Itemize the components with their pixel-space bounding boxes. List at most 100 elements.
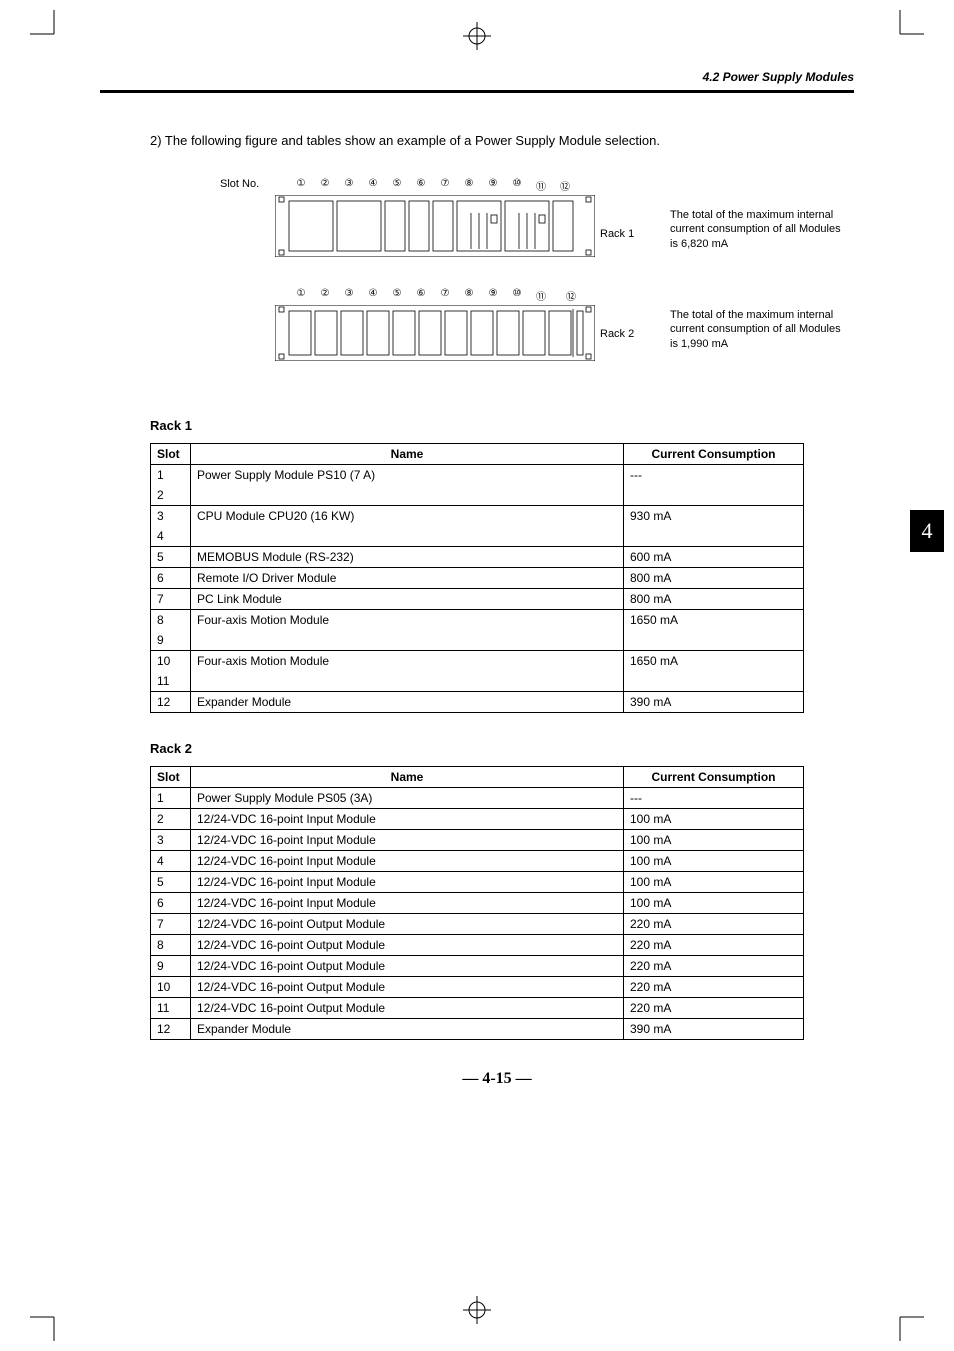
rack1-diagram: ① ② ③ ④ ⑤ ⑥ ⑦ ⑧ ⑨ ⑩ ⑪ ⑫ — [275, 178, 595, 257]
rack2-diagram: ① ② ③ ④ ⑤ ⑥ ⑦ ⑧ ⑨ ⑩ ⑪ ⑫ — [275, 288, 595, 361]
cell-name: 12/24-VDC 16-point Output Module — [191, 914, 624, 935]
table-row: 1012/24-VDC 16-point Output Module220 mA — [151, 977, 804, 998]
table-row: 212/24-VDC 16-point Input Module100 mA — [151, 809, 804, 830]
cell-name: 12/24-VDC 16-point Input Module — [191, 872, 624, 893]
cell-current-consumption: 1650 mA — [624, 651, 804, 692]
rack2-note: The total of the maximum internal curren… — [670, 308, 850, 351]
table-row: 912/24-VDC 16-point Output Module220 mA — [151, 956, 804, 977]
page-content: 4.2 Power Supply Modules 2) The followin… — [100, 70, 894, 1281]
cell-slot: 12 — [151, 692, 191, 713]
cell-current-consumption: --- — [624, 788, 804, 809]
rack1-note: The total of the maximum internal curren… — [670, 208, 850, 251]
rack1-figure-label: Rack 1 — [600, 228, 634, 240]
cell-name: 12/24-VDC 16-point Output Module — [191, 998, 624, 1019]
cell-slot: 8 — [151, 935, 191, 956]
table-row: 312/24-VDC 16-point Input Module100 mA — [151, 830, 804, 851]
table-row: 6Remote I/O Driver Module800 mA — [151, 568, 804, 589]
table-row: 10Four-axis Motion Module1650 mA — [151, 651, 804, 672]
table-row: 3CPU Module CPU20 (16 KW)930 mA — [151, 506, 804, 527]
cell-slot: 10 — [151, 977, 191, 998]
cell-current-consumption: 100 mA — [624, 809, 804, 830]
cell-slot: 1 — [151, 465, 191, 486]
cell-current-consumption: 220 mA — [624, 998, 804, 1019]
rack2-col-cc: Current Consumption — [624, 767, 804, 788]
cell-name: 12/24-VDC 16-point Output Module — [191, 977, 624, 998]
table-row: 512/24-VDC 16-point Input Module100 mA — [151, 872, 804, 893]
cell-slot: 3 — [151, 506, 191, 527]
intro-text: 2) The following figure and tables show … — [150, 133, 894, 148]
cell-current-consumption: 100 mA — [624, 893, 804, 914]
cell-current-consumption: 800 mA — [624, 589, 804, 610]
crop-mark-top-left — [30, 10, 66, 46]
cell-slot: 10 — [151, 651, 191, 672]
cell-current-consumption: 600 mA — [624, 547, 804, 568]
cell-name: Four-axis Motion Module — [191, 610, 624, 651]
rack2-figure-label: Rack 2 — [600, 328, 634, 340]
cell-slot: 2 — [151, 809, 191, 830]
cell-name: Expander Module — [191, 692, 624, 713]
table-row: 1112/24-VDC 16-point Output Module220 mA — [151, 998, 804, 1019]
cell-name: Expander Module — [191, 1019, 624, 1040]
cell-slot: 1 — [151, 788, 191, 809]
cell-slot: 6 — [151, 893, 191, 914]
cell-slot: 3 — [151, 830, 191, 851]
rack2-section: Rack 2 Slot Name Current Consumption 1Po… — [150, 741, 804, 1040]
page-number: — 4-15 — — [100, 1070, 894, 1088]
cell-slot: 8 — [151, 610, 191, 631]
cell-name: CPU Module CPU20 (16 KW) — [191, 506, 624, 547]
table-row: 812/24-VDC 16-point Output Module220 mA — [151, 935, 804, 956]
cell-name: Four-axis Motion Module — [191, 651, 624, 692]
cell-name: 12/24-VDC 16-point Output Module — [191, 956, 624, 977]
cell-current-consumption: 930 mA — [624, 506, 804, 547]
cell-name: 12/24-VDC 16-point Input Module — [191, 851, 624, 872]
cell-slot: 11 — [151, 998, 191, 1019]
cell-name: MEMOBUS Module (RS-232) — [191, 547, 624, 568]
table-row: Slot Name Current Consumption — [151, 444, 804, 465]
cell-current-consumption: 220 mA — [624, 956, 804, 977]
table-row: 5MEMOBUS Module (RS-232)600 mA — [151, 547, 804, 568]
cell-current-consumption: 1650 mA — [624, 610, 804, 651]
crop-mark-bottom-right — [888, 1305, 924, 1341]
cell-slot: 11 — [151, 671, 191, 692]
chapter-tab: 4 — [910, 510, 944, 552]
rack-figure: Slot No. ① ② ③ ④ ⑤ ⑥ ⑦ ⑧ ⑨ ⑩ ⑪ ⑫ — [220, 178, 894, 388]
table-row: 12Expander Module390 mA — [151, 692, 804, 713]
cell-current-consumption: 100 mA — [624, 830, 804, 851]
cell-slot: 9 — [151, 956, 191, 977]
cell-name: Power Supply Module PS05 (3A) — [191, 788, 624, 809]
slot-no-label: Slot No. — [220, 178, 259, 190]
section-header: 4.2 Power Supply Modules — [100, 70, 894, 90]
cell-name: Power Supply Module PS10 (7 A) — [191, 465, 624, 506]
cell-name: 12/24-VDC 16-point Input Module — [191, 809, 624, 830]
cell-current-consumption: 220 mA — [624, 977, 804, 998]
header-rule — [100, 90, 854, 93]
cell-slot: 4 — [151, 526, 191, 547]
rack1-title: Rack 1 — [150, 418, 804, 433]
crop-mark-top-right — [888, 10, 924, 46]
rack1-col-name: Name — [191, 444, 624, 465]
cell-current-consumption: --- — [624, 465, 804, 506]
cell-name: 12/24-VDC 16-point Input Module — [191, 893, 624, 914]
cell-current-consumption: 100 mA — [624, 851, 804, 872]
registration-mark-bottom — [463, 1296, 491, 1329]
cell-slot: 9 — [151, 630, 191, 651]
rack2-col-name: Name — [191, 767, 624, 788]
table-row: 1Power Supply Module PS05 (3A)--- — [151, 788, 804, 809]
table-row: Slot Name Current Consumption — [151, 767, 804, 788]
cell-current-consumption: 390 mA — [624, 692, 804, 713]
rack2-col-slot: Slot — [151, 767, 191, 788]
cell-current-consumption: 220 mA — [624, 914, 804, 935]
cell-slot: 5 — [151, 872, 191, 893]
rack1-table: Slot Name Current Consumption 1Power Sup… — [150, 443, 804, 713]
cell-slot: 7 — [151, 914, 191, 935]
cell-slot: 12 — [151, 1019, 191, 1040]
rack1-svg — [275, 195, 595, 257]
cell-current-consumption: 220 mA — [624, 935, 804, 956]
cell-current-consumption: 100 mA — [624, 872, 804, 893]
cell-name: Remote I/O Driver Module — [191, 568, 624, 589]
rack2-svg — [275, 305, 595, 361]
cell-name: PC Link Module — [191, 589, 624, 610]
table-row: 712/24-VDC 16-point Output Module220 mA — [151, 914, 804, 935]
table-row: 1Power Supply Module PS10 (7 A)--- — [151, 465, 804, 486]
cell-slot: 6 — [151, 568, 191, 589]
